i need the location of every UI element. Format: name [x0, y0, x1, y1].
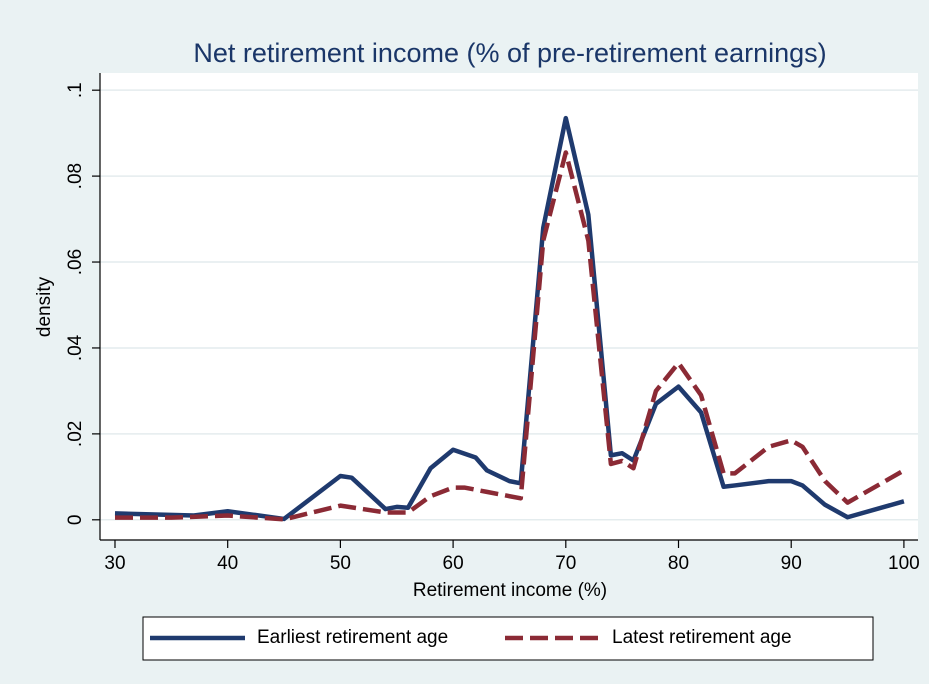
- y-tick-label: .1: [65, 82, 86, 98]
- y-tick-label: .08: [65, 163, 86, 189]
- x-tick-label: 70: [555, 553, 576, 574]
- legend-label: Latest retirement age: [612, 627, 792, 648]
- y-tick-label: 0: [65, 515, 86, 526]
- plot-area: [100, 73, 918, 540]
- series-line: [114, 115, 905, 522]
- series-line: [114, 150, 906, 522]
- x-tick-label: 40: [217, 553, 238, 574]
- x-tick-label: 100: [888, 553, 920, 574]
- x-tick-label: 30: [104, 553, 125, 574]
- x-axis-label: Retirement income (%): [413, 580, 607, 601]
- y-tick-label: .06: [65, 249, 86, 275]
- x-tick-label: 50: [330, 553, 351, 574]
- chart-title: Net retirement income (% of pre-retireme…: [193, 38, 826, 68]
- legend-label: Earliest retirement age: [257, 627, 448, 648]
- x-tick-label: 60: [443, 553, 464, 574]
- y-tick-label: .02: [65, 421, 86, 447]
- y-tick-label: .04: [65, 334, 86, 361]
- x-tick-label: 80: [668, 553, 689, 574]
- x-tick-label: 90: [781, 553, 802, 574]
- y-axis-label: density: [34, 276, 55, 337]
